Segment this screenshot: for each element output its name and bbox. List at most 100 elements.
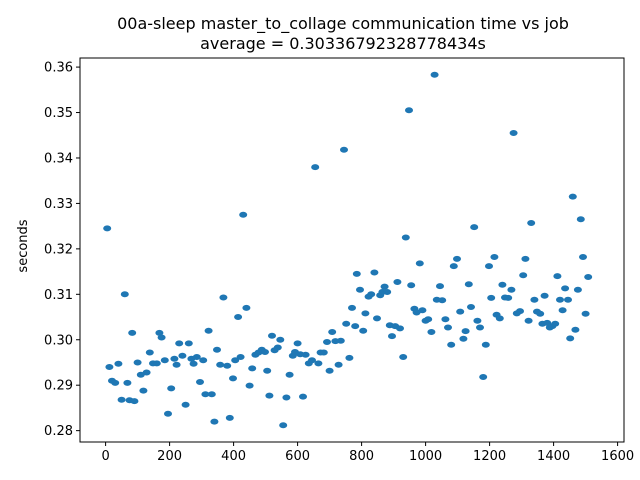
data-point xyxy=(456,308,465,315)
data-point xyxy=(181,401,190,408)
data-point xyxy=(229,375,237,382)
data-point xyxy=(507,286,516,293)
data-point xyxy=(239,211,248,218)
data-point xyxy=(164,410,172,417)
data-point xyxy=(564,296,572,303)
data-point xyxy=(231,357,240,364)
data-point xyxy=(473,317,482,324)
data-point xyxy=(479,374,488,380)
data-point xyxy=(308,357,316,364)
data-point xyxy=(540,292,549,299)
data-point xyxy=(571,326,580,333)
data-point xyxy=(210,418,219,425)
data-point xyxy=(405,107,413,114)
data-point xyxy=(461,328,470,335)
data-point xyxy=(441,316,450,323)
data-point xyxy=(373,315,381,322)
data-point xyxy=(490,254,499,260)
data-point xyxy=(216,361,225,368)
data-point xyxy=(123,379,132,386)
data-point xyxy=(282,394,291,401)
data-point xyxy=(279,422,288,429)
data-point xyxy=(189,360,198,367)
data-point xyxy=(120,291,129,298)
data-point xyxy=(467,304,475,310)
data-point xyxy=(527,220,536,226)
data-point xyxy=(356,286,364,293)
data-point xyxy=(485,263,493,270)
data-point xyxy=(444,324,452,331)
data-point xyxy=(418,307,427,314)
y-tick-label: 0.35 xyxy=(44,106,73,121)
data-point xyxy=(581,310,590,317)
y-tick-label: 0.29 xyxy=(44,379,73,394)
data-points xyxy=(103,71,593,429)
data-point xyxy=(553,273,562,280)
y-tick-label: 0.32 xyxy=(44,242,73,257)
data-point xyxy=(579,254,587,260)
data-point xyxy=(273,344,282,351)
data-point xyxy=(263,367,272,374)
data-point xyxy=(470,224,479,231)
data-point xyxy=(111,379,120,386)
data-point xyxy=(175,340,184,347)
data-point xyxy=(323,339,331,345)
data-point xyxy=(551,320,560,327)
data-point xyxy=(328,329,337,335)
data-point xyxy=(223,362,232,369)
data-point xyxy=(196,379,204,385)
data-point xyxy=(139,387,148,394)
data-point xyxy=(383,289,392,295)
data-point xyxy=(225,414,234,421)
data-point xyxy=(407,282,416,289)
data-point xyxy=(155,329,164,336)
data-point xyxy=(561,285,570,292)
data-point xyxy=(430,71,439,78)
data-point xyxy=(265,392,274,399)
x-tick-label: 0 xyxy=(101,449,109,464)
data-point xyxy=(167,385,176,392)
axis-ticks: 0 200 400 600 800 1000 1200 1400 1600 0.28 0.29 0.3… xyxy=(44,61,634,464)
data-point xyxy=(219,294,228,301)
data-point xyxy=(438,297,447,304)
data-point xyxy=(536,310,545,317)
data-point xyxy=(311,164,320,171)
data-point xyxy=(103,225,112,232)
data-point xyxy=(447,341,456,348)
data-point xyxy=(449,263,458,270)
y-tick-label: 0.34 xyxy=(44,151,73,166)
data-point xyxy=(276,336,285,343)
data-point xyxy=(342,320,351,327)
data-point xyxy=(351,323,360,330)
y-tick-label: 0.36 xyxy=(44,61,73,76)
data-point xyxy=(336,337,345,344)
data-point xyxy=(268,332,276,339)
data-point xyxy=(453,255,461,262)
data-point xyxy=(105,364,114,370)
data-point xyxy=(367,291,376,298)
x-tick-label: 1200 xyxy=(473,449,506,464)
data-point xyxy=(401,234,410,241)
data-point xyxy=(234,314,243,320)
data-point xyxy=(504,294,513,301)
data-point xyxy=(495,315,504,322)
data-point xyxy=(459,335,468,342)
x-tick-label: 1400 xyxy=(537,449,570,464)
data-point xyxy=(242,304,251,311)
data-point xyxy=(348,304,356,311)
x-tick-label: 1600 xyxy=(601,449,634,464)
data-point xyxy=(352,270,361,277)
data-point xyxy=(130,398,139,405)
data-point xyxy=(576,216,585,223)
data-point xyxy=(319,349,328,356)
data-point xyxy=(380,283,389,290)
data-point xyxy=(293,340,302,347)
data-point xyxy=(160,357,169,364)
x-tick-label: 200 xyxy=(157,449,182,464)
data-point xyxy=(361,310,370,317)
data-point xyxy=(393,279,402,285)
data-point xyxy=(370,269,379,276)
y-tick-label: 0.33 xyxy=(44,197,73,212)
